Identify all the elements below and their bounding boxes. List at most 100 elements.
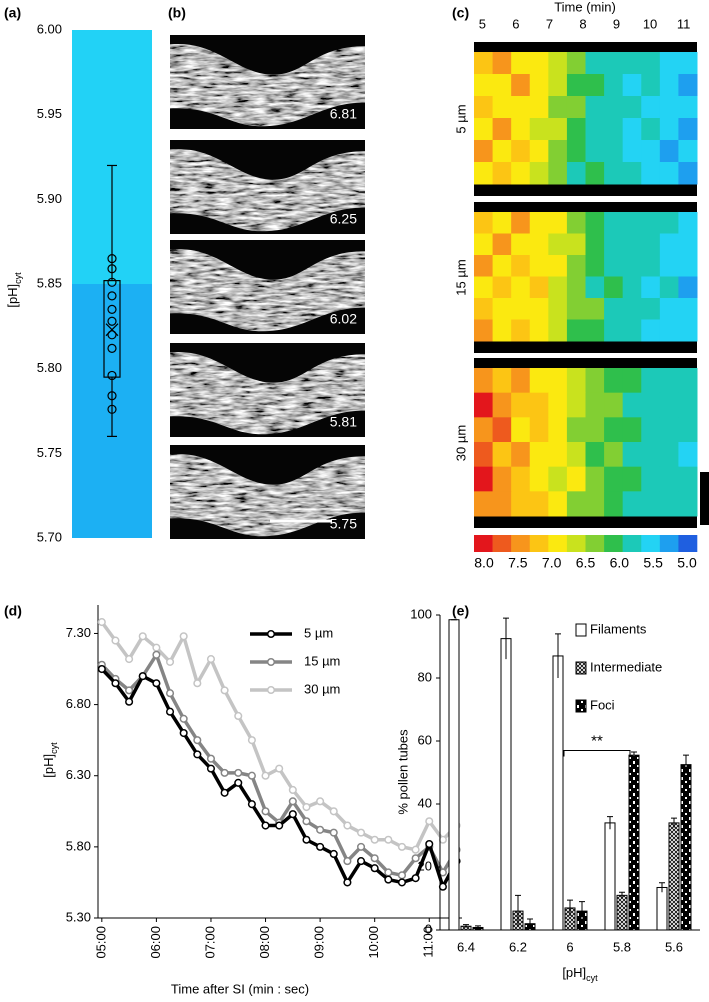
heatmap-cell: [622, 392, 642, 418]
heatmap-cell: [548, 212, 568, 234]
heatmap-cell: [529, 417, 549, 443]
data-point: [425, 817, 434, 826]
x-tick-label: 05:00: [93, 926, 108, 959]
heatmap-cell: [492, 255, 512, 277]
heatmap-cell: [566, 96, 586, 119]
panel-label: (a): [4, 5, 21, 21]
x-tick-label: 7: [546, 16, 553, 31]
data-point: [107, 316, 117, 326]
heatmap-cell: [511, 74, 531, 97]
heatmap-cell: [659, 212, 679, 234]
data-point: [288, 810, 297, 819]
data-point: [425, 839, 434, 849]
data-point: [356, 857, 366, 866]
data-point: [302, 802, 311, 812]
data-point: [261, 771, 270, 780]
data-point: [288, 785, 297, 795]
data-point: [370, 835, 379, 844]
heatmap-cell: [474, 162, 494, 185]
heatmap-cell: [659, 233, 679, 256]
heatmap-cell: [529, 140, 549, 163]
error-bar: [671, 817, 677, 828]
heatmap-cell: [659, 162, 679, 185]
colorbar-swatch: [566, 535, 586, 552]
data-point: [356, 828, 366, 837]
pollen-tube: [170, 148, 365, 232]
heatmap-cell: [585, 74, 605, 97]
legend-label: 5 µm: [304, 625, 333, 640]
heatmap-cell: [585, 392, 605, 418]
data-point: [370, 864, 379, 873]
heatmap-cell: [492, 74, 512, 97]
colorbar-swatch: [659, 535, 679, 552]
image-ph-label: 6.02: [330, 311, 357, 327]
heatmap-cell: [529, 162, 549, 185]
heatmap-cell: [548, 276, 568, 299]
heatmap-cell: [474, 74, 494, 97]
heatmap-cell: [659, 442, 679, 468]
colorbar-tick-label: 6.0: [610, 555, 630, 571]
heatmap-cell: [604, 162, 624, 185]
heatmap-cell: [548, 417, 568, 443]
data-point: [384, 875, 393, 884]
heatmap-cell: [604, 74, 624, 97]
heatmap-cell: [474, 52, 494, 75]
legend-label: Foci: [590, 697, 615, 712]
heatmap-cell: [474, 233, 494, 256]
heatmap-cell: [622, 298, 642, 320]
heatmap-cell: [604, 417, 624, 443]
x-axis-label-sub: cyt: [586, 973, 598, 983]
pollen-tube: [170, 43, 365, 127]
heatmap-cell: [659, 140, 679, 163]
heatmap-cell: [529, 442, 549, 468]
data-point: [111, 679, 120, 688]
row-label: 5 µm: [453, 104, 468, 133]
y-tick-label: 5.90: [37, 191, 62, 206]
x-tick-label: 11: [677, 16, 691, 31]
heatmap-cell: [548, 442, 568, 468]
error-bar: [567, 899, 573, 916]
heatmap-cell: [492, 140, 512, 163]
y-tick-label: 5.75: [37, 445, 62, 460]
x-tick-label: 8: [579, 16, 586, 31]
heatmap-cell: [529, 233, 549, 256]
heatmap-cell: [474, 212, 494, 234]
heatmap-cell: [566, 319, 586, 342]
y-axis-label: [pH]cyt: [5, 272, 23, 308]
heatmap-cell: [659, 74, 679, 97]
data-point: [397, 871, 407, 880]
panel-label: (c): [452, 5, 469, 21]
heatmap-cell: [622, 319, 642, 342]
heatmap-cell: [566, 298, 586, 320]
data-point: [107, 304, 117, 314]
heatmap-cell: [604, 392, 624, 418]
heatmap-cell: [678, 255, 698, 277]
heatmap-cell: [604, 442, 624, 468]
heatmap-cell: [585, 319, 605, 342]
data-point: [107, 391, 117, 401]
heatmap-cell: [641, 319, 661, 342]
heatmap-cell: [492, 417, 512, 443]
heatmap-cell: [492, 491, 512, 517]
heatmap-cell: [511, 96, 531, 119]
heatmap-cell: [604, 212, 624, 234]
heatmap-cell: [585, 491, 605, 517]
data-point: [107, 330, 117, 340]
heatmap-cell: [474, 255, 494, 277]
heatmap-cell: [548, 298, 568, 320]
data-point: [107, 343, 117, 353]
heatmap-cell: [622, 368, 642, 394]
heatmap-cell: [641, 392, 661, 418]
data-point: [107, 254, 117, 264]
legend-label: 15 µm: [304, 653, 340, 668]
heatmap-cell: [548, 255, 568, 277]
heatmap-cell: [474, 298, 494, 320]
data-point: [384, 835, 393, 844]
heatmap-cell: [659, 491, 679, 517]
heatmap-cell: [604, 233, 624, 256]
data-point: [125, 686, 134, 695]
heatmap-cell: [492, 162, 512, 185]
data-point: [107, 264, 117, 274]
heatmap-cell: [529, 276, 549, 299]
heatmap-cell: [585, 96, 605, 119]
